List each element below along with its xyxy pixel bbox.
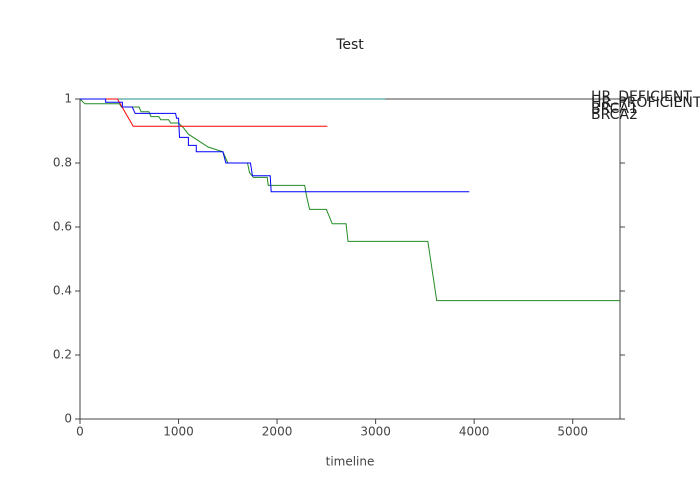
x-tick-label: 4000 bbox=[459, 425, 490, 439]
y-tick-label: 0.8 bbox=[53, 156, 72, 170]
legend-label: HR_DEFICIENT bbox=[591, 89, 692, 105]
survival-line bbox=[79, 98, 620, 302]
chart-title: Test bbox=[335, 37, 364, 53]
y-tick-label: 0.2 bbox=[53, 348, 72, 362]
y-tick-label: 0.6 bbox=[53, 220, 72, 234]
y-tick-label: 0 bbox=[64, 412, 72, 426]
y-tick-label: 1 bbox=[64, 92, 72, 106]
x-tick-label: 2000 bbox=[262, 425, 293, 439]
x-axis-label: timeline bbox=[326, 455, 375, 469]
survival-line bbox=[80, 98, 328, 127]
x-tick-label: 5000 bbox=[557, 425, 588, 439]
plot-frame bbox=[79, 98, 621, 420]
x-tick-label: 1000 bbox=[163, 425, 194, 439]
x-tick-label: 0 bbox=[76, 425, 84, 439]
legend-label: BRCA1 bbox=[591, 101, 638, 117]
legend-label: HR_PROFICIENT bbox=[591, 95, 700, 111]
x-tick-label: 3000 bbox=[360, 425, 391, 439]
legend-label: BRCA2 bbox=[591, 107, 638, 123]
y-tick-label: 0.4 bbox=[53, 284, 72, 298]
survival-line bbox=[80, 98, 470, 193]
